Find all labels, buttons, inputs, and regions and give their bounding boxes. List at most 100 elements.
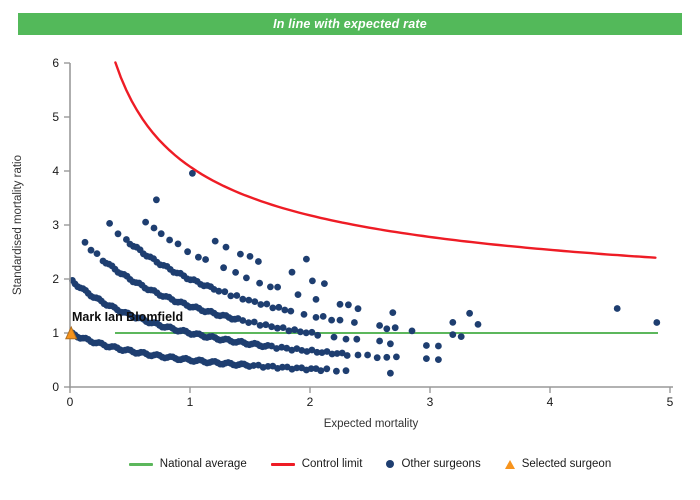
other-surgeon-dot bbox=[308, 346, 316, 354]
other-surgeon-dot bbox=[274, 283, 281, 291]
other-surgeon-dot bbox=[233, 292, 241, 299]
x-tick-label: 1 bbox=[187, 395, 194, 409]
y-tick-label: 0 bbox=[52, 380, 59, 394]
other-surgeon-dot bbox=[174, 240, 182, 248]
other-surgeon-dot bbox=[342, 367, 350, 375]
other-surgeon-dot bbox=[232, 269, 240, 276]
other-surgeon-dot bbox=[391, 324, 399, 332]
other-surgeon-dot bbox=[408, 327, 416, 335]
other-surgeon-dot bbox=[123, 236, 130, 243]
other-surgeon-dot bbox=[202, 256, 210, 263]
control-limit-swatch bbox=[270, 462, 295, 466]
other-surgeon-dot bbox=[275, 303, 283, 311]
other-surgeon-dot bbox=[373, 354, 381, 362]
other-surgeon-dot bbox=[288, 268, 296, 276]
other-surgeon-dot bbox=[297, 328, 304, 336]
legend-item-control-limit: Control limit bbox=[270, 458, 363, 470]
other-surgeon-dot bbox=[273, 345, 280, 352]
other-surgeon-dot bbox=[323, 348, 331, 355]
other-surgeon-dot bbox=[466, 309, 473, 317]
x-tick-label: 5 bbox=[667, 395, 674, 409]
other-surgeon-dot bbox=[345, 301, 352, 309]
other-surgeon-dot bbox=[342, 335, 350, 343]
x-tick-label: 4 bbox=[547, 395, 554, 409]
other-surgeon-dot bbox=[227, 292, 235, 300]
other-surgeon-dot bbox=[298, 347, 306, 354]
other-surgeon-dot bbox=[351, 319, 358, 326]
other-surgeon-dot bbox=[166, 236, 174, 244]
other-surgeon-dot bbox=[336, 316, 344, 324]
other-surgeon-dot bbox=[263, 300, 271, 308]
other-surgeon-dot bbox=[613, 305, 621, 312]
other-surgeon-dot bbox=[257, 301, 265, 308]
other-surgeon-dot bbox=[383, 325, 391, 333]
selected-surgeon-marker bbox=[65, 325, 78, 340]
other-surgeon-dot bbox=[653, 319, 661, 326]
other-surgeon-dot bbox=[293, 364, 301, 372]
other-surgeon-dot bbox=[256, 322, 264, 329]
other-surgeon-dot bbox=[222, 243, 230, 251]
other-surgeon-dot bbox=[250, 318, 258, 326]
other-surgeon-dot bbox=[285, 327, 293, 335]
other-surgeon-dot bbox=[302, 329, 310, 337]
y-tick-label: 2 bbox=[52, 272, 59, 286]
other-surgeon-dot bbox=[245, 319, 253, 326]
legend-label: Control limit bbox=[301, 458, 363, 470]
legend-item-national-average: National average bbox=[128, 458, 247, 470]
other-surgeon-dot bbox=[435, 342, 442, 350]
other-surgeon-dot bbox=[333, 367, 340, 375]
other-surgeon-dot bbox=[353, 335, 361, 343]
other-surgeon-dot bbox=[336, 300, 344, 308]
other-surgeon-dot bbox=[142, 218, 150, 226]
other-surgeon-dot bbox=[354, 351, 362, 359]
other-surgeon-dot bbox=[321, 280, 328, 287]
other-surgeon-dot bbox=[314, 331, 322, 339]
other-surgeon-dot bbox=[267, 283, 274, 291]
other-surgeon-dot bbox=[312, 296, 320, 303]
status-banner: In line with expected rate bbox=[18, 13, 682, 35]
other-surgeon-dot bbox=[287, 307, 295, 315]
other-surgeon-dot bbox=[333, 350, 341, 357]
other-surgeon-dot bbox=[435, 356, 442, 363]
other-surgeon-dot bbox=[268, 323, 275, 331]
other-surgeon-dot bbox=[376, 337, 383, 345]
other-surgeon-dot bbox=[255, 258, 262, 265]
other-surgeon-dot bbox=[221, 288, 229, 296]
funnel-plot: Standardised mortality ratio Expected mo… bbox=[12, 56, 674, 430]
y-tick-label: 4 bbox=[52, 164, 59, 178]
other-surgeon-dot bbox=[279, 363, 286, 371]
other-surgeon-dot bbox=[281, 306, 289, 314]
other-surgeon-dot bbox=[308, 328, 316, 336]
other-surgeon-dot bbox=[262, 321, 270, 329]
other-surgeon-dot bbox=[291, 326, 298, 334]
control-limit-line bbox=[114, 61, 657, 259]
other-surgeon-dot bbox=[239, 295, 247, 303]
legend-label: Other surgeons bbox=[401, 458, 481, 470]
other-surgeon-dot bbox=[215, 287, 223, 295]
y-tick-label: 3 bbox=[52, 218, 59, 232]
other-surgeon-dot bbox=[294, 291, 302, 298]
other-surgeon-dot bbox=[387, 340, 394, 348]
other-surgeon-dot bbox=[153, 196, 160, 204]
other-surgeon-dot bbox=[389, 309, 397, 316]
chart-legend: National average Control limit Other sur… bbox=[70, 458, 670, 470]
other-surgeon-dot bbox=[243, 274, 250, 282]
other-surgeon-dot bbox=[376, 322, 383, 329]
other-surgeon-dot bbox=[106, 220, 113, 227]
other-surgeon-dot bbox=[387, 369, 394, 377]
other-surgeon-dot bbox=[323, 365, 331, 373]
other-surgeon-dot bbox=[239, 317, 247, 324]
y-tick-label: 1 bbox=[52, 326, 59, 340]
other-surgeon-dot bbox=[237, 250, 244, 258]
other-surgeon-dot bbox=[309, 277, 316, 285]
other-surgeon-dot bbox=[81, 238, 89, 246]
x-axis-title: Expected mortality bbox=[324, 418, 419, 430]
other-surgeon-dot bbox=[364, 351, 371, 359]
other-surgeon-dot bbox=[93, 250, 101, 257]
other-surgeon-dot bbox=[423, 342, 430, 349]
other-surgeon-dot bbox=[274, 324, 281, 332]
other-surgeon-dot bbox=[393, 353, 400, 361]
other-surgeon-dot bbox=[184, 248, 192, 256]
national-average-swatch bbox=[128, 462, 153, 466]
other-surgeon-dot bbox=[269, 304, 277, 312]
